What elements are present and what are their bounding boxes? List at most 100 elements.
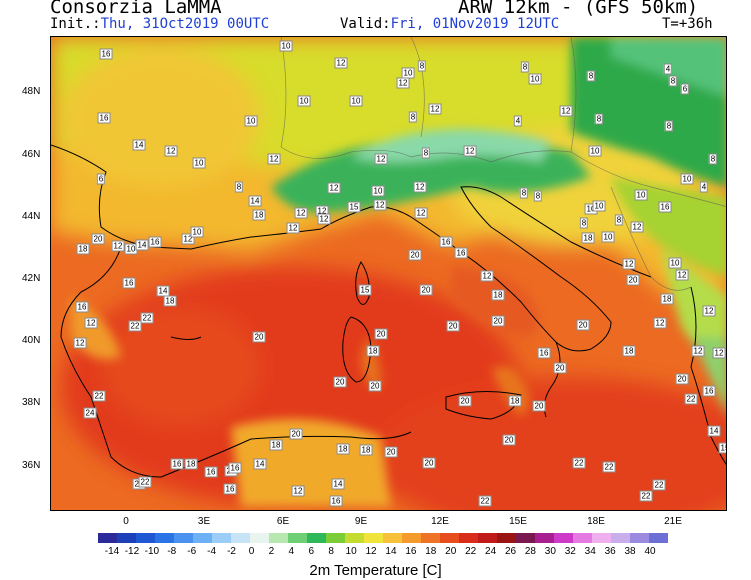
temp-value-label: 16 — [99, 48, 113, 60]
temp-value-label: 8 — [668, 75, 678, 87]
temp-value-label: 10 — [192, 157, 206, 169]
temp-value-label: 22 — [478, 495, 492, 507]
temp-value-label: 8 — [519, 187, 529, 199]
temp-value-label: 22 — [602, 461, 616, 473]
temp-value-label: 20 — [532, 400, 546, 412]
temp-value-label: 12 — [413, 181, 427, 193]
colorbar-cell — [402, 533, 422, 543]
temp-value-label: 12 — [73, 337, 87, 349]
colorbar-cell — [250, 533, 270, 543]
temp-value-label: 18 — [491, 289, 505, 301]
lat-label: 48N — [22, 86, 41, 97]
temp-value-label: 20 — [626, 274, 640, 286]
lon-label: 6E — [276, 516, 290, 527]
colorbar-cell — [307, 533, 327, 543]
lat-label: 40N — [22, 335, 41, 346]
temp-value-label: 22 — [652, 479, 666, 491]
lon-label: 15E — [509, 516, 527, 527]
colorbar-tick-label: -10 — [144, 546, 160, 557]
lat-label: 36N — [22, 460, 41, 471]
colorbar-tick-label: 32 — [564, 546, 576, 557]
valid-value: Fri, 01Nov2019 12UTC — [390, 16, 560, 32]
temp-value-label: 20 — [553, 362, 567, 374]
colorbar-cell — [478, 533, 498, 543]
temp-value-label: 22 — [684, 393, 698, 405]
temp-value-label: 18 — [269, 439, 283, 451]
temp-value-label: 10 — [634, 189, 648, 201]
temp-value-label: 18 — [252, 209, 266, 221]
temp-value-label: 16 — [223, 483, 237, 495]
temp-value-label: 10 — [592, 200, 606, 212]
temp-value-label: 16 — [204, 466, 218, 478]
colorbar-cell — [592, 533, 612, 543]
temp-value-label: 22 — [128, 320, 142, 332]
temp-value-label: 12 — [334, 57, 348, 69]
init-value: Thu, 31Oct2019 00UTC — [100, 16, 270, 32]
colorbar-tick-label: 18 — [425, 546, 437, 557]
colorbar-tick-label: -2 — [227, 546, 236, 557]
colorbar-cell — [573, 533, 593, 543]
temp-value-label: 16 — [454, 247, 468, 259]
temp-value-label: 4 — [663, 63, 673, 75]
temp-value-label: 22 — [138, 476, 152, 488]
temp-value-label: 12 — [630, 221, 644, 233]
colorbar-tick-label: 14 — [385, 546, 397, 557]
temp-value-label: 4 — [699, 181, 709, 193]
temp-value-label: 18 — [163, 295, 177, 307]
colorbar-cell — [193, 533, 213, 543]
colorbar-tick-label: 26 — [504, 546, 517, 557]
lat-label: 38N — [22, 397, 41, 408]
temp-value-label: 12 — [712, 347, 726, 359]
init-label: Init.: — [50, 16, 101, 32]
temp-value-label: 6 — [680, 83, 690, 95]
temp-value-label: 8 — [594, 113, 604, 125]
colorbar-cell — [117, 533, 137, 543]
colorbar-cell — [174, 533, 194, 543]
temp-value-label: 20 — [675, 373, 689, 385]
lat-label: 42N — [22, 273, 41, 284]
temp-value-label: 16 — [228, 462, 242, 474]
temp-value-label: 20 — [422, 457, 436, 469]
borders — [280, 37, 726, 291]
temp-value-label: 15 — [358, 284, 372, 296]
colorbar-tick-label: 38 — [624, 546, 636, 557]
temp-value-label: 14 — [248, 195, 262, 207]
temp-value-label: 8 — [614, 214, 624, 226]
temp-value-label: 10 — [190, 226, 204, 238]
colorbar-cell — [535, 533, 555, 543]
lon-label: 9E — [354, 516, 368, 527]
colorbar-cell — [516, 533, 536, 543]
temp-value-label: 14 — [331, 478, 345, 490]
colorbar-tick-label: 12 — [365, 546, 377, 557]
colorbar-tick-label: -4 — [207, 546, 217, 557]
temp-value-label: 20 — [252, 331, 266, 343]
temp-value-label: 8 — [586, 70, 596, 82]
temp-value-label: 18 — [359, 444, 373, 456]
temp-value-label: 12 — [559, 105, 573, 117]
temp-value-label: 18 — [660, 293, 674, 305]
temp-value-label: 14 — [253, 458, 267, 470]
temp-value-label: 20 — [576, 319, 590, 331]
temp-value-label: 12 — [396, 77, 410, 89]
colorbar-tick-label: 8 — [328, 546, 334, 557]
temp-value-label: 12 — [374, 153, 388, 165]
temp-value-label: 12 — [294, 207, 308, 219]
temp-value-label: 15 — [347, 201, 361, 213]
temp-value-label: 14 — [135, 239, 149, 251]
temp-value-label: 20 — [458, 395, 472, 407]
temp-value-label: 20 — [384, 446, 398, 458]
temp-value-label: 12 — [111, 240, 125, 252]
colorbar-tick-label: 16 — [405, 546, 417, 557]
temp-value-label: 12 — [181, 233, 195, 245]
temp-value-label: 16 — [148, 236, 162, 248]
colorbar-tick-label: -14 — [104, 546, 120, 557]
colorbar-cell — [611, 533, 631, 543]
temp-value-label: 16 — [75, 301, 89, 313]
temp-value-label: 20 — [374, 328, 388, 340]
colorbar-cell — [269, 533, 289, 543]
colorbar-cell — [98, 533, 118, 543]
temp-value-label: 8 — [664, 120, 674, 132]
colorbar-caption: 2m Temperature [C] — [309, 562, 442, 579]
temp-value-label: 12 — [267, 153, 281, 165]
temp-value-label: 12 — [414, 207, 428, 219]
